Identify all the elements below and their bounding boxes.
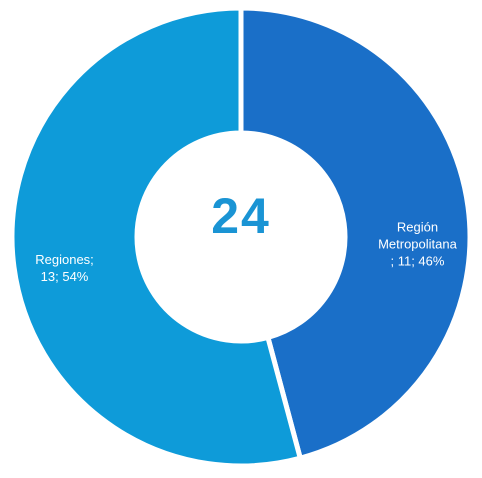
donut-segment bbox=[9, 5, 304, 469]
center-total: 24 bbox=[211, 188, 271, 244]
data-label: Región Metropolitana ; 11; 46% bbox=[378, 219, 457, 269]
data-label: Regiones; 13; 54% bbox=[35, 252, 94, 285]
donut-segment bbox=[238, 5, 473, 462]
